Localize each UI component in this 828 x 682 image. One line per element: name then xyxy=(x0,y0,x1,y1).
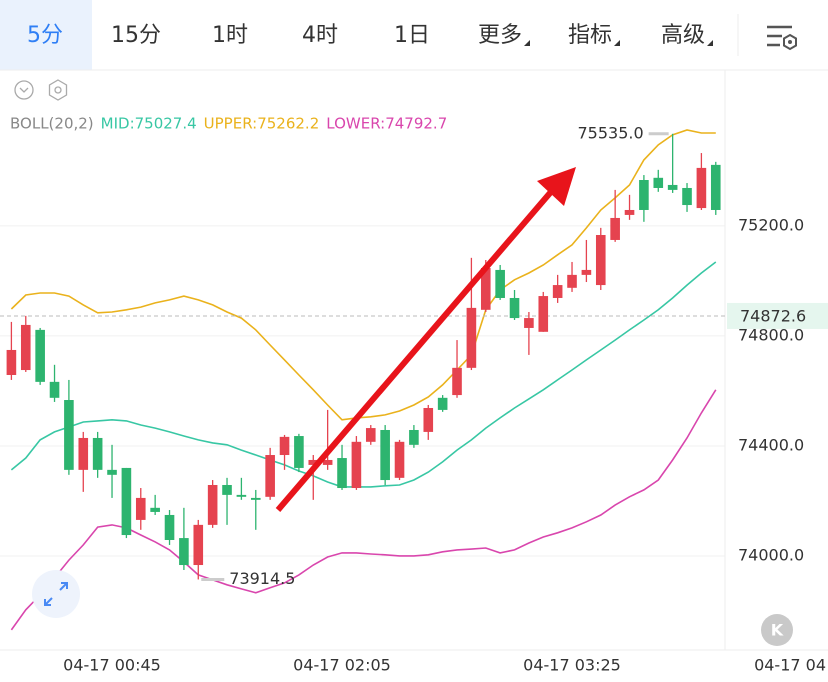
candle-body xyxy=(437,397,448,410)
boll-line xyxy=(10,261,717,488)
current-price-badge xyxy=(727,302,828,329)
y-tick-label: 75200.0 xyxy=(738,215,804,234)
candle-body xyxy=(409,429,419,445)
candle-body xyxy=(682,187,692,206)
tab-dropdown-arrow xyxy=(614,40,620,46)
candle-body xyxy=(250,497,261,500)
candle-body xyxy=(365,428,376,442)
candle-body xyxy=(653,177,664,188)
boll-line xyxy=(10,389,717,631)
candle-body xyxy=(78,437,89,470)
candle-body xyxy=(322,459,333,465)
x-tick-label: 04-17 02:05 xyxy=(293,656,391,675)
tab[interactable]: 5分 xyxy=(27,23,63,48)
tab[interactable]: 指标 xyxy=(568,23,612,48)
legend-entry: LOWER:74792.7 xyxy=(326,115,447,133)
tab[interactable]: 1日 xyxy=(394,23,430,48)
candle-body xyxy=(35,329,45,382)
k-button[interactable] xyxy=(761,614,793,646)
candle-body xyxy=(696,167,707,209)
min-label: 73914.5 xyxy=(229,569,295,588)
candle-body xyxy=(294,436,304,468)
expand-button[interactable] xyxy=(32,570,80,618)
candle-body xyxy=(207,484,218,525)
candle-body xyxy=(351,441,362,489)
candle-body xyxy=(480,268,491,310)
candle-body xyxy=(610,217,620,240)
candle-body xyxy=(394,441,405,478)
candle-body xyxy=(380,429,390,481)
settings-hex-icon[interactable] xyxy=(48,79,68,101)
candle-body xyxy=(524,318,534,328)
trend-arrow xyxy=(275,167,576,512)
x-tick-label: 04-17 00:45 xyxy=(63,656,161,675)
candle-body xyxy=(466,307,477,368)
candle-body xyxy=(595,235,606,286)
candle-body xyxy=(193,524,204,566)
candle-body xyxy=(509,297,520,319)
tab[interactable]: 1时 xyxy=(212,23,248,48)
max-label: 75535.0 xyxy=(577,123,643,142)
legend-entry: BOLL(20,2) xyxy=(10,115,94,133)
candle-body xyxy=(236,494,247,497)
candle-body xyxy=(222,484,232,495)
y-tick-label: 74400.0 xyxy=(738,435,804,454)
y-tick-label: 74000.0 xyxy=(738,545,804,564)
candle-body xyxy=(64,400,74,470)
candle-body xyxy=(639,180,649,210)
active-tab-bg xyxy=(0,0,92,70)
settings-icon[interactable] xyxy=(767,25,797,51)
current-price-label: 74872.6 xyxy=(740,306,806,325)
candle-body xyxy=(121,467,132,536)
tab-dropdown-arrow xyxy=(707,40,713,46)
y-tick-label: 74800.0 xyxy=(738,325,804,344)
candle-body xyxy=(179,538,189,566)
x-tick-label: 04-17 03:25 xyxy=(523,656,621,675)
collapse-icon[interactable] xyxy=(14,80,34,100)
candle-body xyxy=(552,285,563,298)
k-button-label[interactable]: K xyxy=(771,621,784,640)
tab[interactable]: 更多 xyxy=(478,23,522,48)
candle-body xyxy=(624,209,635,215)
tab[interactable]: 4时 xyxy=(302,23,338,48)
candle-body xyxy=(337,458,347,489)
legend-entry: MID:75027.4 xyxy=(101,115,197,133)
candle-body xyxy=(135,497,146,520)
candle-body xyxy=(20,324,31,371)
candle-body xyxy=(667,184,678,190)
boll-line xyxy=(10,129,716,421)
candle-body xyxy=(538,296,549,332)
candle-body xyxy=(495,269,505,298)
candle-body xyxy=(6,349,17,375)
candle-body xyxy=(710,164,721,210)
candle-body xyxy=(567,274,577,288)
legend-entry: UPPER:75262.2 xyxy=(204,115,320,133)
candle-body xyxy=(49,381,60,398)
tab-bar xyxy=(0,0,828,70)
candle-body xyxy=(265,455,275,497)
candle-body xyxy=(150,507,160,512)
candle-body xyxy=(308,459,319,465)
candle-body xyxy=(107,469,117,475)
candle-body xyxy=(581,269,592,275)
candle-body xyxy=(279,436,290,456)
candle-body xyxy=(164,514,175,540)
candle-body xyxy=(92,437,103,470)
tab[interactable]: 15分 xyxy=(111,23,161,48)
candle-body xyxy=(452,367,462,396)
candle-body xyxy=(423,407,434,432)
tab[interactable]: 高级 xyxy=(661,23,705,48)
x-tick-label: 04-17 04 xyxy=(754,656,826,675)
tab-dropdown-arrow xyxy=(524,40,530,46)
